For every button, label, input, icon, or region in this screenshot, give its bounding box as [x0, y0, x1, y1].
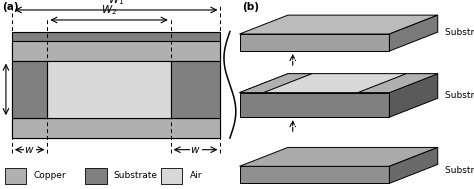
Text: (b): (b): [242, 2, 259, 12]
Polygon shape: [389, 15, 438, 51]
Polygon shape: [389, 74, 438, 117]
Text: (a): (a): [2, 2, 19, 12]
Bar: [47, 61, 171, 118]
Polygon shape: [239, 74, 312, 93]
Bar: [12, 41, 220, 61]
Polygon shape: [264, 74, 406, 93]
Text: Copper: Copper: [33, 171, 66, 180]
Text: $W_2$: $W_2$: [101, 4, 117, 17]
Text: Substrate 2: Substrate 2: [445, 91, 474, 100]
Text: $W_1$: $W_1$: [108, 0, 124, 7]
Polygon shape: [239, 74, 438, 93]
Polygon shape: [239, 34, 389, 51]
Bar: [12, 61, 47, 118]
Bar: [5, 168, 26, 184]
Polygon shape: [239, 147, 438, 166]
Polygon shape: [239, 166, 389, 183]
Text: Substrate: Substrate: [114, 171, 158, 180]
Text: Substrate 3: Substrate 3: [445, 28, 474, 37]
Text: Air: Air: [190, 171, 202, 180]
Bar: [171, 61, 220, 118]
Bar: [12, 32, 220, 138]
Bar: [161, 168, 182, 184]
Text: Substrate 1: Substrate 1: [445, 166, 474, 175]
Bar: [85, 168, 107, 184]
Text: $w$: $w$: [190, 145, 201, 155]
Polygon shape: [358, 74, 438, 93]
Text: $w$: $w$: [24, 145, 35, 155]
Polygon shape: [239, 93, 389, 117]
Bar: [12, 118, 220, 138]
Polygon shape: [239, 15, 438, 34]
Polygon shape: [389, 147, 438, 183]
